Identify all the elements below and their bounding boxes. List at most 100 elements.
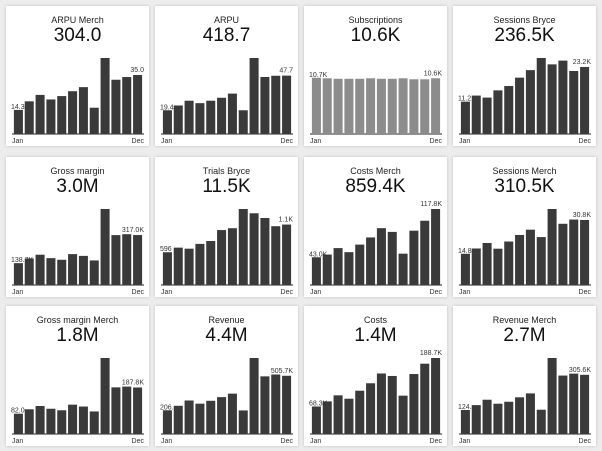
bar-jun[interactable] — [217, 397, 227, 434]
bar-sep[interactable] — [398, 253, 408, 285]
bar-oct[interactable] — [111, 387, 121, 434]
card-costs-merch[interactable]: Costs Merch 859.4K 43.0K 117.8K Jan Dec — [304, 157, 447, 297]
bar-feb[interactable] — [24, 101, 34, 134]
bar-may[interactable] — [206, 100, 216, 134]
bar-jul[interactable] — [227, 93, 237, 134]
bar-dec[interactable] — [282, 224, 292, 285]
bar-jan[interactable] — [311, 406, 321, 434]
bar-jul[interactable] — [78, 406, 88, 434]
bar-feb[interactable] — [471, 405, 481, 434]
bar-apr[interactable] — [46, 408, 56, 434]
bar-oct[interactable] — [558, 375, 568, 434]
bar-feb[interactable] — [322, 254, 332, 285]
bar-jul[interactable] — [376, 373, 386, 434]
bar-jun[interactable] — [217, 230, 227, 285]
bar-mar[interactable] — [184, 100, 194, 134]
bar-dec[interactable] — [431, 358, 441, 434]
bar-dec[interactable] — [580, 374, 590, 434]
bar-jun[interactable] — [366, 383, 376, 434]
bar-sep[interactable] — [100, 358, 110, 434]
bar-may[interactable] — [504, 401, 514, 434]
bar-mar[interactable] — [333, 248, 343, 285]
bar-dec[interactable] — [431, 209, 441, 285]
card-arpu[interactable]: ARPU 418.7 19.4 47.7 Jan Dec — [155, 6, 298, 146]
bar-oct[interactable] — [409, 230, 419, 285]
bar-jun[interactable] — [515, 397, 525, 434]
bar-nov[interactable] — [420, 363, 430, 434]
bar-aug[interactable] — [536, 58, 546, 134]
bar-dec[interactable] — [133, 387, 143, 434]
bar-may[interactable] — [206, 240, 216, 285]
bar-may[interactable] — [355, 78, 365, 134]
bar-aug[interactable] — [387, 231, 397, 285]
bar-nov[interactable] — [569, 373, 579, 434]
bar-sep[interactable] — [547, 209, 557, 285]
bar-aug[interactable] — [89, 260, 99, 285]
bar-jan[interactable] — [162, 410, 172, 434]
bar-oct[interactable] — [558, 223, 568, 285]
bar-nov[interactable] — [122, 77, 132, 134]
bar-feb[interactable] — [24, 258, 34, 285]
bar-feb[interactable] — [322, 401, 332, 434]
bar-jun[interactable] — [515, 234, 525, 285]
bar-apr[interactable] — [344, 252, 354, 285]
bar-dec[interactable] — [580, 219, 590, 285]
bar-sep[interactable] — [249, 358, 259, 434]
card-trials-bryce[interactable]: Trials Bryce 11.5K 596 1.1K Jan Dec — [155, 157, 298, 297]
bar-apr[interactable] — [344, 78, 354, 134]
bar-mar[interactable] — [35, 254, 45, 285]
bar-jan[interactable] — [460, 101, 470, 134]
bar-sep[interactable] — [547, 64, 557, 134]
bar-jun[interactable] — [366, 237, 376, 285]
bar-oct[interactable] — [409, 79, 419, 134]
bar-apr[interactable] — [493, 248, 503, 285]
bar-jul[interactable] — [227, 228, 237, 285]
bar-aug[interactable] — [387, 78, 397, 134]
bar-apr[interactable] — [493, 403, 503, 434]
card-gross-margin-merch[interactable]: Gross margin Merch 1.8M 82.0 187.8K Jan Dec — [6, 306, 149, 446]
bar-oct[interactable] — [111, 79, 121, 134]
bar-aug[interactable] — [89, 107, 99, 134]
bar-nov[interactable] — [569, 219, 579, 285]
card-costs[interactable]: Costs 1.4M 68.3K 188.7K Jan Dec — [304, 306, 447, 446]
bar-sep[interactable] — [249, 213, 259, 285]
bar-nov[interactable] — [271, 226, 281, 285]
bar-may[interactable] — [504, 86, 514, 134]
bar-dec[interactable] — [580, 66, 590, 134]
bar-sep[interactable] — [100, 58, 110, 134]
bar-feb[interactable] — [173, 247, 183, 285]
bar-jan[interactable] — [162, 252, 172, 285]
bar-jun[interactable] — [68, 404, 78, 434]
bar-dec[interactable] — [133, 75, 143, 134]
bar-mar[interactable] — [184, 400, 194, 434]
bar-apr[interactable] — [195, 403, 205, 434]
bar-nov[interactable] — [271, 374, 281, 435]
bar-aug[interactable] — [387, 375, 397, 434]
bar-mar[interactable] — [482, 97, 492, 134]
bar-nov[interactable] — [420, 79, 430, 134]
bar-apr[interactable] — [46, 258, 56, 285]
bar-sep[interactable] — [100, 209, 110, 285]
bar-dec[interactable] — [133, 235, 143, 285]
bar-feb[interactable] — [471, 248, 481, 285]
bar-jun[interactable] — [68, 91, 78, 134]
bar-jan[interactable] — [13, 263, 23, 285]
card-sessions-bryce[interactable]: Sessions Bryce 236.5K 11.2 23.2K Jan Dec — [453, 6, 596, 146]
bar-feb[interactable] — [173, 405, 183, 434]
bar-may[interactable] — [355, 390, 365, 434]
bar-nov[interactable] — [569, 71, 579, 134]
bar-jul[interactable] — [227, 393, 237, 434]
bar-jan[interactable] — [460, 253, 470, 285]
bar-jul[interactable] — [376, 228, 386, 285]
bar-mar[interactable] — [35, 406, 45, 434]
bar-sep[interactable] — [398, 78, 408, 134]
bar-oct[interactable] — [260, 376, 270, 434]
bar-jul[interactable] — [525, 229, 535, 285]
bar-jan[interactable] — [311, 257, 321, 285]
bar-jul[interactable] — [376, 78, 386, 134]
bar-oct[interactable] — [409, 374, 419, 434]
bar-jan[interactable] — [460, 409, 470, 434]
bar-aug[interactable] — [238, 209, 248, 285]
bar-sep[interactable] — [249, 58, 259, 134]
bar-may[interactable] — [57, 259, 67, 285]
